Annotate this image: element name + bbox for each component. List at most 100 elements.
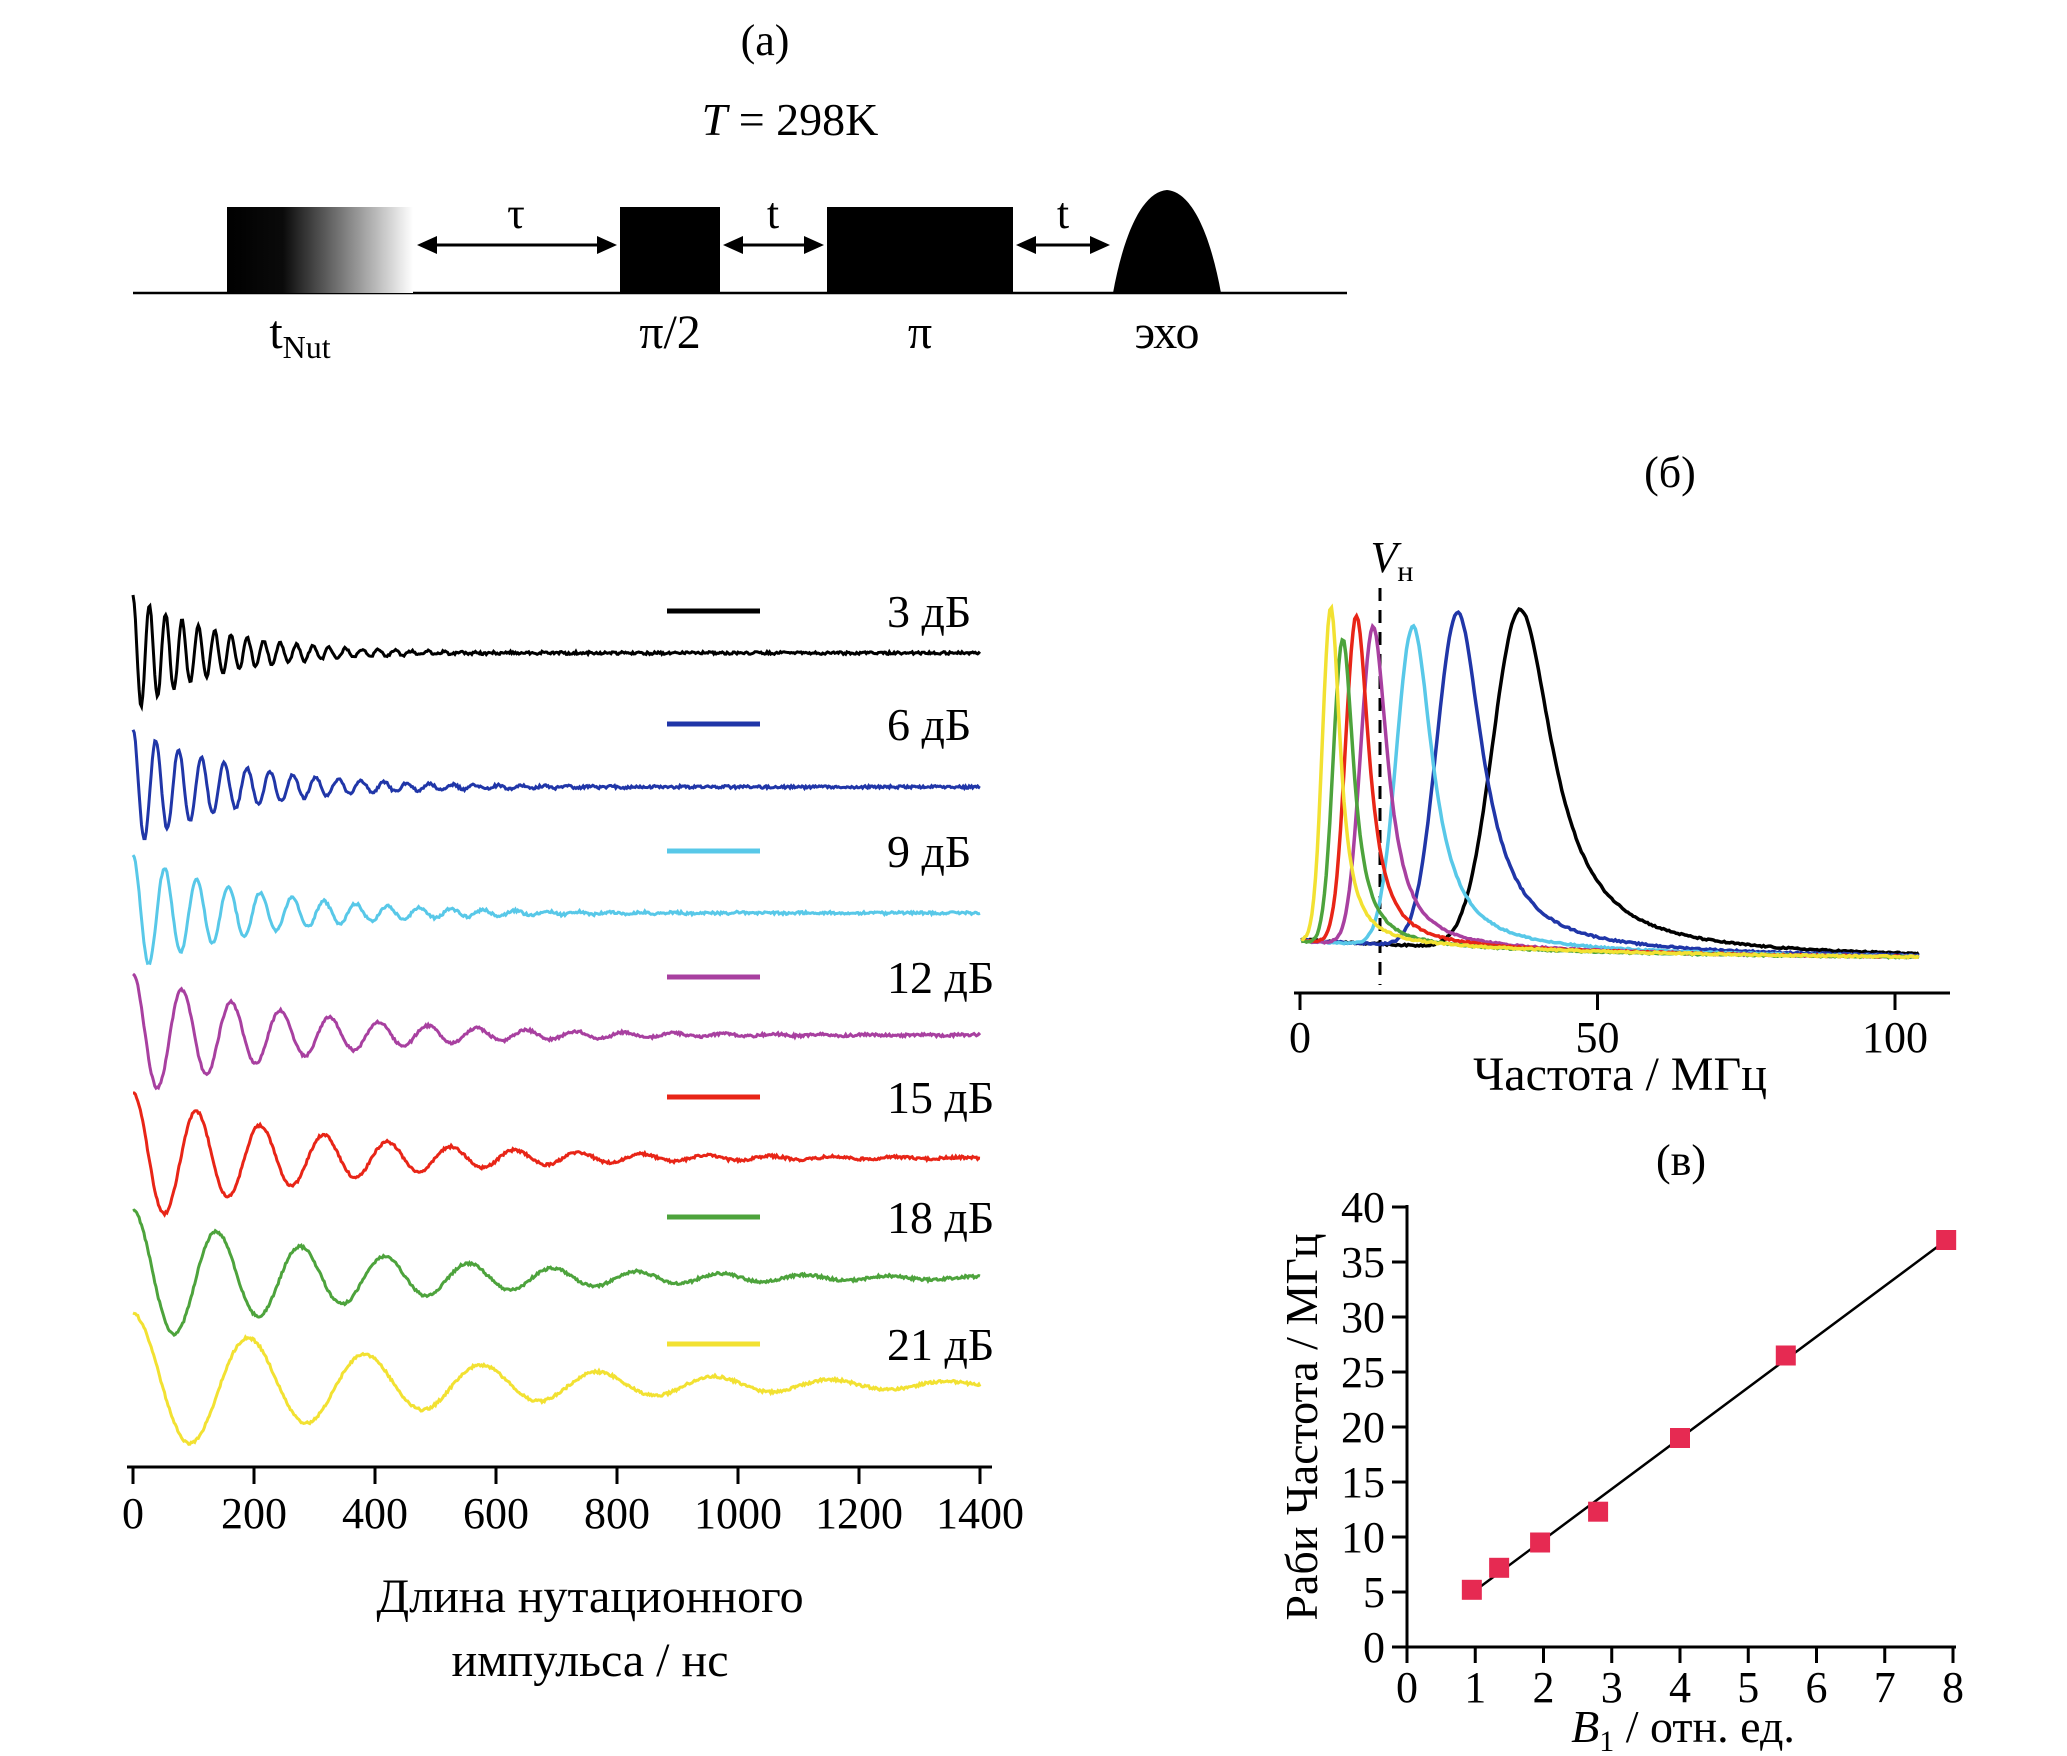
tick-label: 40 [1341, 1183, 1385, 1232]
tau-arrow-head-left [417, 236, 437, 254]
t-label-2: t [1057, 189, 1069, 238]
tick-label: 0 [1289, 1013, 1311, 1062]
tick-label: 1400 [936, 1489, 1024, 1538]
nutation-x-ticks: 0 200 400 600 800 1000 1200 1400 [122, 1467, 1024, 1538]
nutation-traces-panel: 3 дБ 6 дБ 9 дБ 12 дБ 15 дБ 18 дБ 21 дБ 0 200 400… [122, 586, 1024, 1687]
legend-label: 3 дБ [887, 586, 971, 637]
tick-label: 100 [1862, 1013, 1928, 1062]
t-arrow-2-head-left [1016, 236, 1036, 254]
pi-label: π [908, 306, 932, 359]
nutation-xlabel-line1: Длина нутационного [376, 1570, 803, 1623]
tick-label: 5 [1363, 1568, 1385, 1617]
tick-label: 1200 [815, 1489, 903, 1538]
legend-label: 12 дБ [887, 952, 994, 1003]
data-point [1670, 1428, 1690, 1448]
spectra-xlabel: Частота / МГц [1473, 1048, 1767, 1101]
echo-shape [1113, 190, 1221, 293]
scatter-xlabel: B1 / отн. ед. [1571, 1701, 1795, 1756]
scatter-xlabel-symbol: B [1571, 1701, 1599, 1752]
scatter-plot [1461, 1230, 1957, 1600]
tick-label: 25 [1341, 1348, 1385, 1397]
nutation-trace [131, 594, 982, 712]
temperature-symbol: T [702, 94, 731, 145]
panel-a-label: (а) [741, 16, 790, 65]
spectra-x-ticks: 0 50 100 [1289, 993, 1928, 1062]
tick-label: 10 [1341, 1513, 1385, 1562]
vh-symbol: V [1371, 533, 1403, 582]
t-arrow-2-head-right [1090, 236, 1110, 254]
nutation-trace [132, 1208, 981, 1337]
data-point [1588, 1501, 1609, 1522]
tick-label: 600 [463, 1489, 529, 1538]
tick-label: 3 [1601, 1663, 1623, 1712]
vh-subscript: н [1397, 555, 1413, 588]
tick-label: 0 [1363, 1623, 1385, 1672]
data-point [1936, 1230, 1957, 1250]
nutation-trace [133, 1091, 981, 1218]
tick-label: 30 [1341, 1293, 1385, 1342]
tick-label: 15 [1341, 1458, 1385, 1507]
data-point [1775, 1345, 1796, 1366]
tick-label: 6 [1806, 1663, 1828, 1712]
scatter-ylabel: Раби Частота / МГц [1276, 1233, 1327, 1620]
tick-label: 35 [1341, 1238, 1385, 1287]
tau-arrow-head-right [597, 236, 617, 254]
data-point [1489, 1557, 1510, 1578]
nutation-legend: 3 дБ 6 дБ 9 дБ 12 дБ 15 дБ 18 дБ 21 дБ [667, 586, 994, 1370]
data-point [1461, 1579, 1482, 1600]
tick-label: 200 [221, 1489, 287, 1538]
spectrum-curve [1301, 603, 1920, 960]
t-arrow-1-head-left [723, 236, 743, 254]
spectra-plot [1300, 603, 1920, 960]
panel-b-label: (б) [1644, 448, 1696, 497]
data-point [1530, 1532, 1551, 1553]
spectrum-curve [1300, 606, 1920, 956]
temperature-label: T = 298K [702, 94, 879, 145]
tick-label: 2 [1533, 1663, 1555, 1712]
temperature-value: = 298K [727, 94, 878, 145]
scatter-xlabel-subscript: 1 [1599, 1725, 1614, 1756]
tick-label: 1 [1464, 1663, 1486, 1712]
scatter-xlabel-units: / отн. ед. [1614, 1701, 1795, 1752]
t-label-1: t [767, 189, 779, 238]
tick-label: 50 [1576, 1013, 1620, 1062]
pulse-sequence-panel: (а) T = 298K τ t t tNut π/2 π эхо [133, 16, 1347, 365]
legend-label: 9 дБ [887, 826, 971, 877]
spectrum-curve [1300, 623, 1920, 959]
legend-label: 6 дБ [887, 699, 971, 750]
nutation-plot [131, 594, 982, 1446]
t-arrow-1-head-right [804, 236, 824, 254]
legend-label: 15 дБ [887, 1072, 994, 1123]
panel-c-label: (в) [1656, 1136, 1706, 1185]
nutation-trace [131, 729, 981, 841]
legend-label: 21 дБ [887, 1319, 994, 1370]
tick-label: 0 [1396, 1663, 1418, 1712]
nut-pulse-label-sub: Nut [283, 329, 331, 365]
tick-label: 8 [1942, 1663, 1964, 1712]
tick-label: 7 [1874, 1663, 1896, 1712]
tick-label: 1000 [694, 1489, 782, 1538]
spectra-panel: (б) Vн 0 50 100 Частота / МГц [1289, 448, 1950, 1101]
tick-label: 0 [122, 1489, 144, 1538]
nutation-trace [132, 972, 982, 1091]
nutation-trace [132, 1311, 982, 1446]
tick-label: 800 [584, 1489, 650, 1538]
tick-label: 5 [1737, 1663, 1759, 1712]
tick-label: 400 [342, 1489, 408, 1538]
nutation-pulse [227, 207, 413, 293]
pi-half-pulse [620, 207, 720, 293]
tick-label: 20 [1341, 1403, 1385, 1452]
pi-pulse [827, 207, 1013, 293]
fit-line [1471, 1239, 1947, 1595]
nut-pulse-label-main: t [269, 306, 283, 359]
tau-label: τ [507, 189, 525, 238]
legend-label: 18 дБ [887, 1192, 994, 1243]
echo-label: эхо [1135, 306, 1200, 359]
pi-half-label: π/2 [639, 306, 701, 359]
nutation-trace [131, 854, 981, 966]
tick-label: 4 [1669, 1663, 1691, 1712]
